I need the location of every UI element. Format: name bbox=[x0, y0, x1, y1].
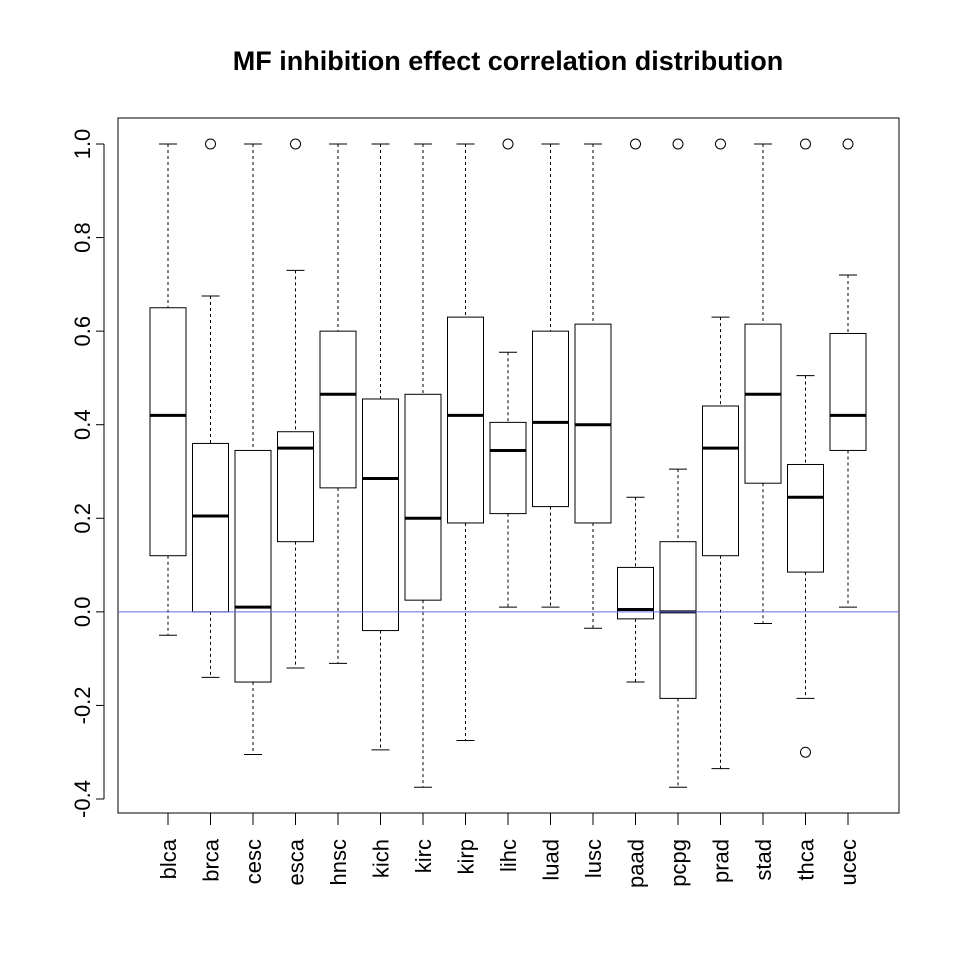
box-pcpg bbox=[659, 541, 697, 699]
y-tick-label: 0.2 bbox=[70, 503, 95, 534]
y-tick-label: 0.0 bbox=[70, 597, 95, 628]
x-tick-label-kich: kich bbox=[369, 839, 394, 878]
outlier-paad bbox=[630, 138, 641, 150]
x-tick-label-luad: luad bbox=[539, 839, 564, 881]
y-tick-label: 0.6 bbox=[70, 316, 95, 347]
y-tick-label: 0.8 bbox=[70, 222, 95, 253]
y-tick-label: -0.4 bbox=[70, 780, 95, 818]
outlier-lihc bbox=[502, 138, 514, 150]
x-tick-label-paad: paad bbox=[624, 839, 649, 888]
box-stad bbox=[744, 323, 782, 484]
x-axis: blca brca cesc esca hnsc kich kirc kirp lihc luad… bbox=[156, 812, 861, 888]
box-lihc bbox=[489, 421, 527, 515]
y-axis: -0.4 -0.2 0.0 0.2 0.4 0.6 0.8 1.0 bbox=[70, 129, 105, 818]
x-tick-label-cesc: cesc bbox=[241, 839, 266, 884]
box-paad bbox=[617, 566, 654, 620]
boxes-group bbox=[149, 138, 867, 788]
box-ucec bbox=[829, 332, 867, 451]
x-tick-label-kirc: kirc bbox=[411, 839, 436, 873]
x-tick-label-lihc: lihc bbox=[496, 839, 521, 872]
box-luad bbox=[532, 330, 569, 508]
x-tick-label-blca: blca bbox=[156, 838, 181, 879]
outlier-thca bbox=[800, 746, 811, 758]
box-thca bbox=[787, 463, 824, 573]
y-tick-label: 1.0 bbox=[70, 129, 95, 160]
box-prad bbox=[702, 405, 739, 557]
box-esca bbox=[277, 431, 314, 543]
outlier-pcpg bbox=[672, 138, 684, 150]
box-kirp bbox=[447, 316, 484, 524]
outlier-brca bbox=[205, 138, 216, 150]
box-brca bbox=[192, 442, 229, 613]
box-cesc bbox=[234, 449, 272, 683]
x-tick-label-brca: brca bbox=[199, 838, 224, 882]
y-tick-label: -0.2 bbox=[70, 686, 95, 724]
x-tick-label-ucec: ucec bbox=[836, 839, 861, 885]
x-tick-label-thca: thca bbox=[794, 838, 819, 880]
y-tick-label: 0.4 bbox=[70, 409, 95, 440]
box-blca bbox=[149, 307, 187, 557]
box-hnsc bbox=[319, 330, 357, 489]
x-tick-label-kirp: kirp bbox=[454, 839, 479, 874]
x-tick-label-stad: stad bbox=[751, 839, 776, 881]
x-tick-label-prad: prad bbox=[709, 839, 734, 883]
box-kirc bbox=[404, 393, 442, 601]
x-tick-label-esca: esca bbox=[284, 838, 309, 885]
outlier-prad bbox=[715, 138, 726, 150]
x-tick-label-pcpg: pcpg bbox=[666, 839, 691, 887]
chart-title: MF inhibition effect correlation distrib… bbox=[233, 46, 783, 76]
outlier-thca bbox=[800, 138, 811, 150]
outlier-esca bbox=[290, 138, 301, 150]
x-tick-label-lusc: lusc bbox=[581, 839, 606, 878]
outlier-ucec bbox=[842, 138, 854, 150]
box-kich bbox=[362, 398, 399, 632]
x-tick-label-hnsc: hnsc bbox=[326, 839, 351, 885]
